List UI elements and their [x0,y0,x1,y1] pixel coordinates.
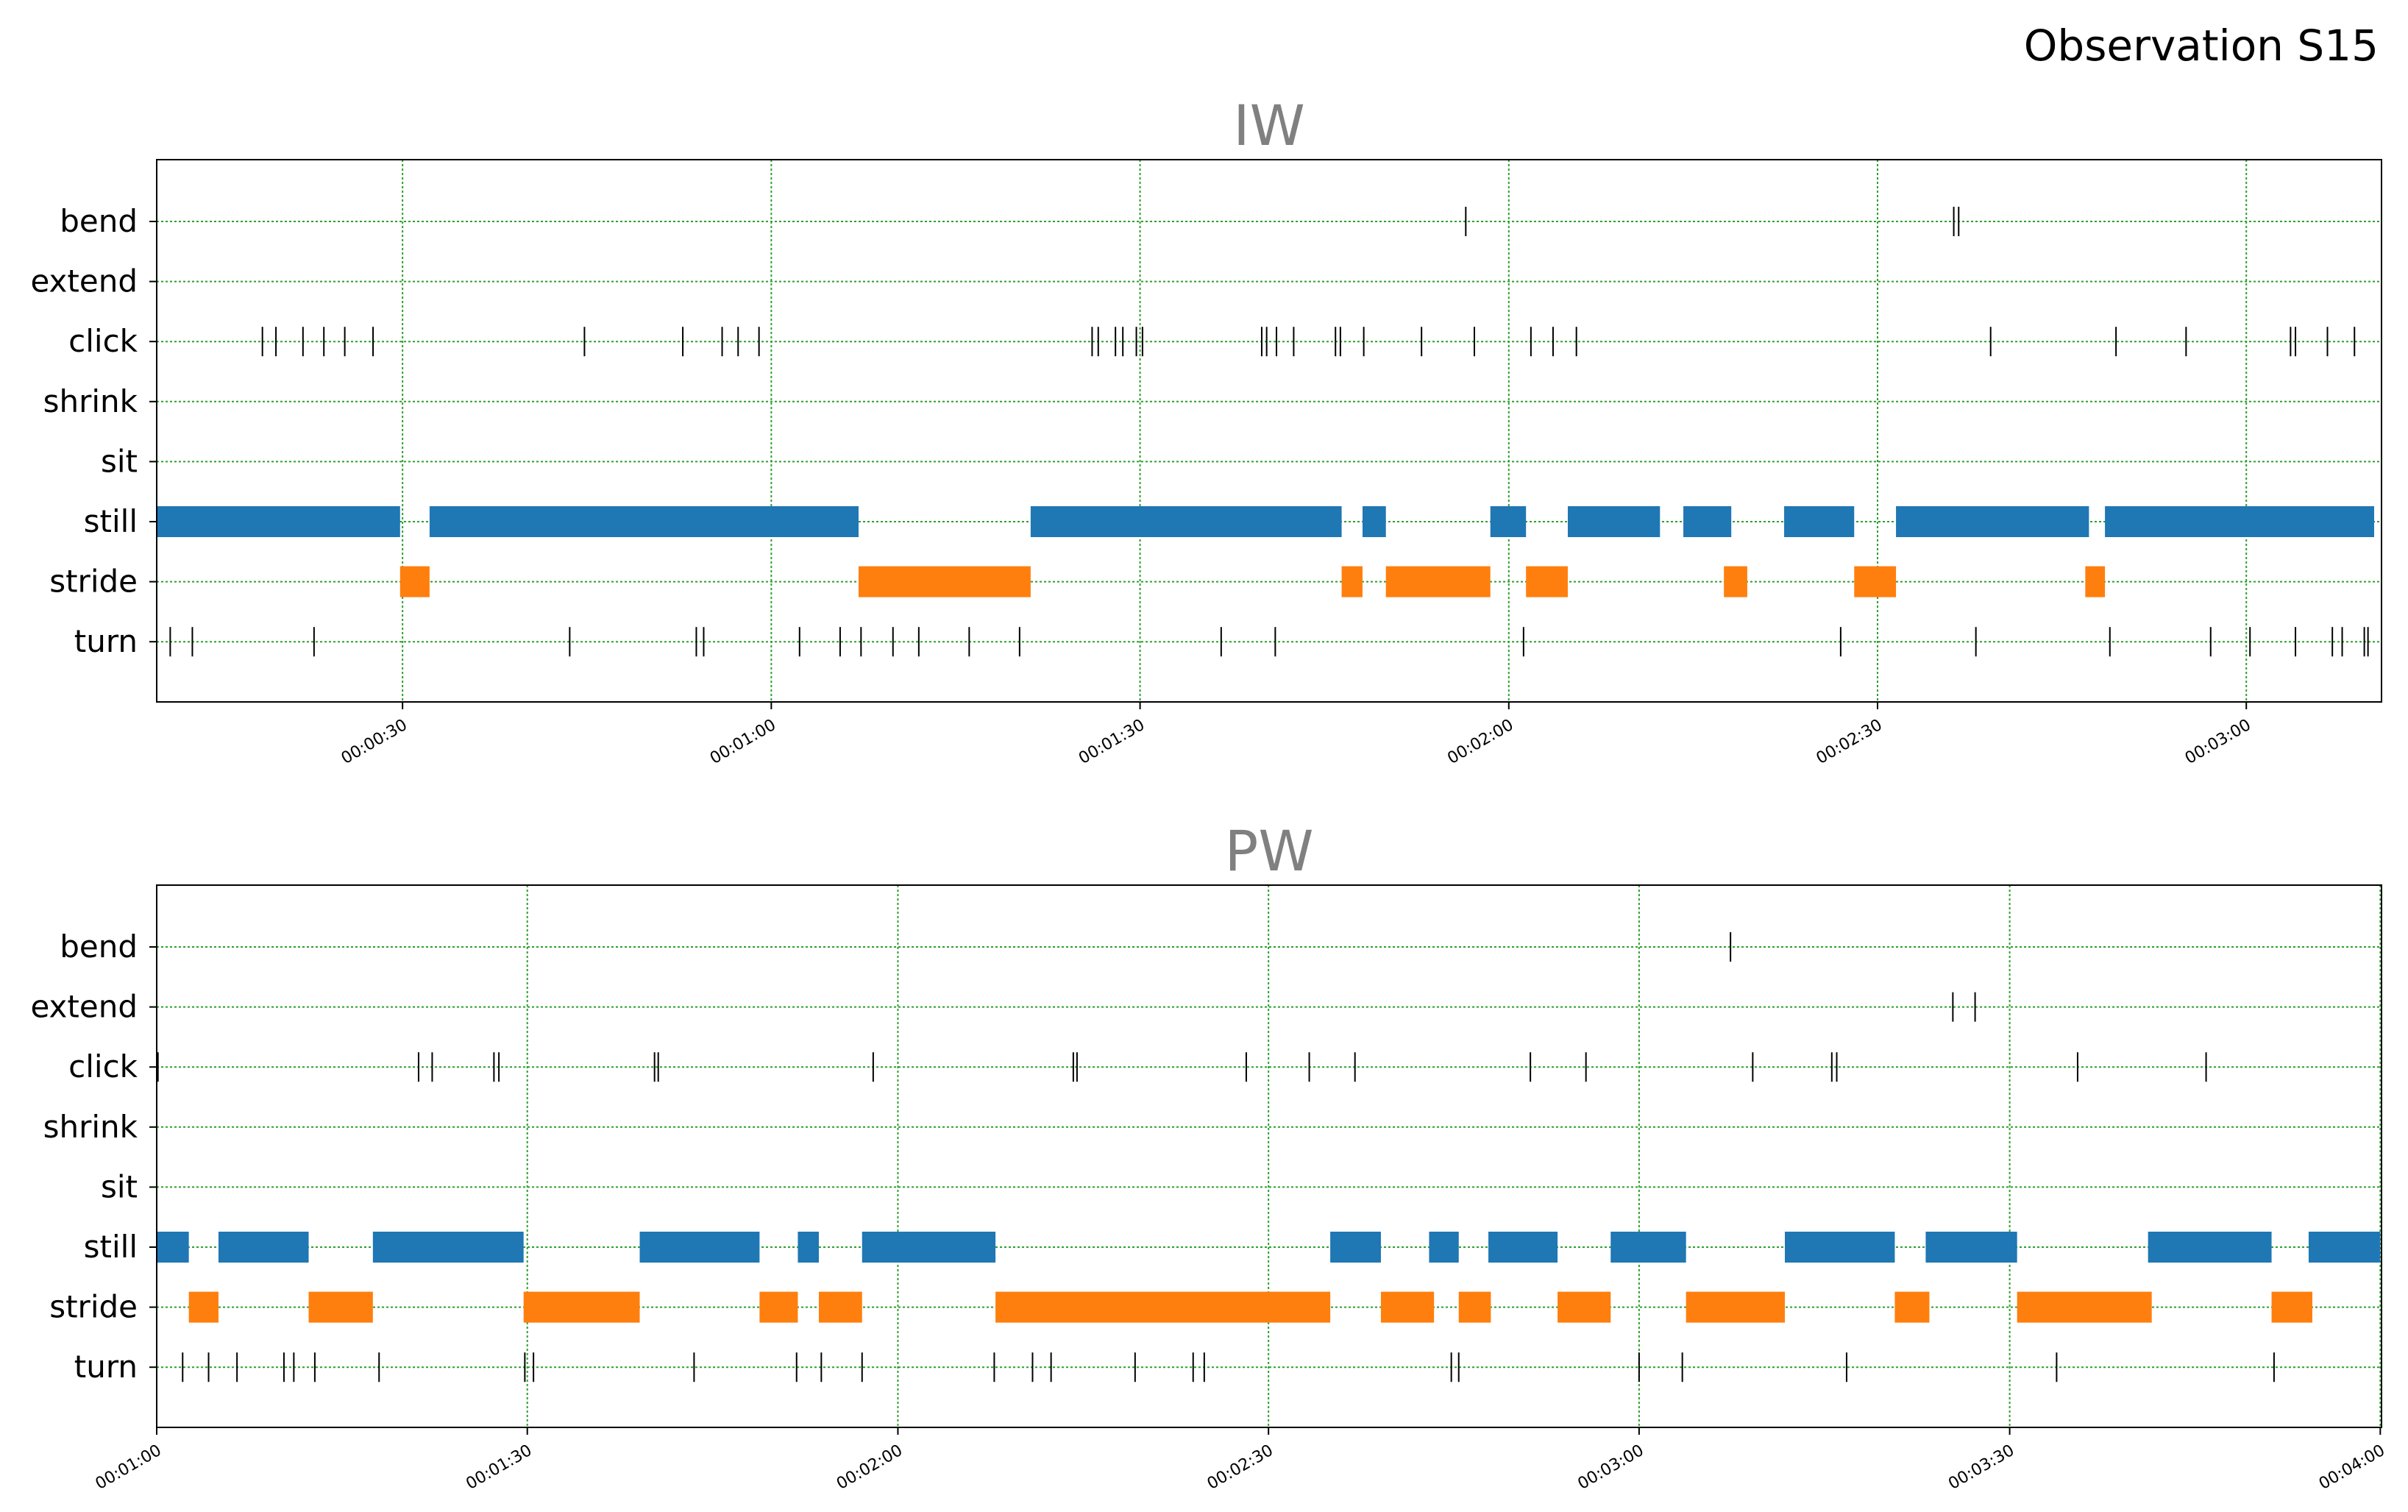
panel-iw: IW bend extend click shrink sit still stride tur… [30,93,2382,768]
still-interval-bar [1330,1232,1381,1263]
stride-interval-bar [1558,1291,1611,1323]
stride-interval-bar [2271,1291,2312,1323]
still-interval-bar [2105,506,2374,537]
still-interval-bar [1362,506,1386,537]
still-interval-bar [1030,506,1342,537]
still-interval-bar [798,1232,819,1263]
still-interval-bar [429,506,859,537]
stride-interval-bar [1724,566,1747,597]
y-tick-label: bend [60,203,138,239]
x-tick-label: 00:03:30 [1945,1441,2017,1494]
still-interval-bar [157,1232,189,1263]
still-interval-bar [1925,1232,2017,1263]
y-tick-label: extend [30,263,138,299]
stride-interval-bar [1526,566,1568,597]
still-interval-bar [1488,1232,1558,1263]
y-tick-label: turn [74,623,138,659]
y-tick-label: click [68,1048,138,1085]
stride-interval-bar [1380,1291,1435,1323]
stride-interval-bar [399,566,430,597]
stride-interval-bar [1341,566,1363,597]
y-tick-label: turn [74,1349,138,1385]
panel-title: PW [1225,818,1314,884]
stride-interval-bar [818,1291,862,1323]
stride-interval-bar [759,1291,798,1323]
y-tick-label: stride [49,564,138,600]
x-tick-label: 00:02:00 [1444,716,1516,768]
x-tick-label: 00:01:00 [707,716,779,768]
still-interval-bar [1610,1232,1686,1263]
still-interval-bar [1896,506,2089,537]
still-interval-bar [157,506,400,537]
y-tick-label: extend [30,989,138,1025]
y-tick-label: still [84,503,138,539]
axes-frame [156,159,2382,703]
plot-area [157,932,2381,1383]
still-interval-bar [639,1232,760,1263]
still-interval-bar [2308,1232,2381,1263]
y-tick-label: bend [60,929,138,965]
y-tick-label: sit [101,1168,138,1204]
y-tick-label: shrink [43,1109,138,1145]
stride-interval-bar [2017,1291,2152,1323]
stride-interval-bar [308,1291,373,1323]
y-tick-label: shrink [43,383,138,419]
panel-pw: PW bend extend click shrink sit still stride tur… [30,818,2388,1494]
still-interval-bar [1683,506,1732,537]
stride-interval-bar [2085,566,2106,597]
y-tick-label: still [84,1229,138,1265]
stride-interval-bar [858,566,1031,597]
still-interval-bar [1490,506,1527,537]
stride-interval-bar [1854,566,1897,597]
y-tick-label: sit [101,443,138,479]
still-interval-bar [1429,1232,1459,1263]
figure-title: Observation S15 [2023,21,2379,71]
x-tick-label: 00:01:30 [463,1441,535,1494]
x-tick-label: 00:03:00 [1575,1441,1647,1494]
stride-interval-bar [1894,1291,1930,1323]
stride-interval-bar [1686,1291,1786,1323]
plot-area [157,207,2374,657]
still-interval-bar [218,1232,309,1263]
still-interval-bar [1785,1232,1895,1263]
x-tick-label: 00:03:00 [2182,716,2254,768]
x-tick-label: 00:01:30 [1076,716,1148,768]
y-tick-label: stride [49,1289,138,1325]
x-tick-label: 00:02:30 [1204,1441,1276,1494]
stride-interval-bar [995,1291,1331,1323]
stride-interval-bar [188,1291,219,1323]
still-interval-bar [862,1232,996,1263]
panel-title: IW [1233,93,1305,158]
still-interval-bar [2148,1232,2272,1263]
stride-interval-bar [1458,1291,1491,1323]
still-interval-bar [1567,506,1661,537]
x-tick-label: 00:04:00 [2316,1441,2388,1494]
x-tick-label: 00:02:00 [834,1441,906,1494]
still-interval-bar [372,1232,524,1263]
y-tick-label: click [68,323,138,359]
stride-interval-bar [1385,566,1491,597]
stride-interval-bar [523,1291,640,1323]
x-tick-label: 00:01:00 [93,1441,165,1494]
still-interval-bar [1784,506,1855,537]
x-tick-label: 00:02:30 [1814,716,1886,768]
x-tick-label: 00:00:30 [338,716,411,768]
